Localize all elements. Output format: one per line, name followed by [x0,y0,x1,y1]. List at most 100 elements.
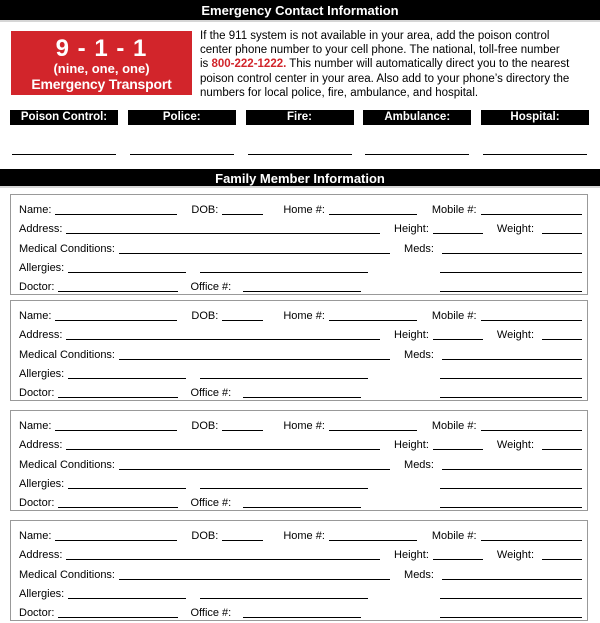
dob-label: DOB: [191,204,219,217]
dob-fill-line [222,214,264,216]
doctor-label: Doctor: [19,496,55,509]
member-row-allergies: Allergies: [19,362,582,381]
meds-label: Meds: [404,348,434,361]
doctor-label: Doctor: [19,386,55,399]
office-phone-label: Office #: [190,386,232,399]
address-label: Address: [19,439,63,452]
medical-conditions-label: Medical Conditions: [19,348,115,361]
home-phone-label: Home #: [283,310,325,323]
dob-label: DOB: [191,420,219,433]
medical-conditions-fill-line [119,468,391,470]
mobile-phone-label: Mobile #: [431,420,477,433]
address-fill-line [66,559,381,561]
mobile-phone-fill-line [480,540,582,542]
meds-extra-fill-line [440,597,582,599]
weight-fill-line [542,233,582,235]
weight-label: Weight: [496,223,534,236]
office-phone-fill-line [243,290,362,292]
poison-control-note: If the 911 system is not available in yo… [200,29,569,100]
name-label: Name: [19,204,52,217]
note-line: is 800-222-1222. This number will automa… [200,57,569,71]
height-label: Height: [394,329,429,342]
weight-fill-line [542,449,582,451]
emergency-contact-label-bars: Poison Control: Police: Fire: Ambulance:… [10,110,589,126]
member-row-name: Name: DOB: Home #: Mobile #: [19,198,582,217]
note-line: numbers for local police, fire, ambulanc… [200,86,479,99]
home-phone-fill-line [328,430,417,432]
member-row-name: Name: DOB: Home #: Mobile #: [19,524,582,543]
family-members-list: Name: DOB: Home #: Mobile #: Address: He… [0,194,600,622]
mobile-phone-label: Mobile #: [431,204,477,217]
family-member-block: Name: DOB: Home #: Mobile #: Address: He… [10,194,588,296]
home-phone-label: Home #: [283,530,325,543]
home-phone-fill-line [328,214,417,216]
member-row-doctor: Doctor: Office #: [19,275,582,294]
medical-conditions-label: Medical Conditions: [19,242,115,255]
meds-fill-line [442,578,582,580]
address-label: Address: [19,549,63,562]
member-row-address: Address: Height: Weight: [19,543,582,562]
meds-fill-line [442,252,582,254]
ambulance-fill-line [365,154,470,156]
member-row-medical: Medical Conditions: Meds: [19,562,582,581]
member-row-allergies: Allergies: [19,256,582,275]
weight-label: Weight: [496,439,534,452]
allergies-extra-fill-line [200,597,369,599]
meds-fill-line [442,358,582,360]
meds-fill-line [442,468,582,470]
poison-control-fill-line [12,154,116,156]
weight-label: Weight: [496,549,534,562]
office-phone-fill-line [243,616,362,618]
dob-fill-line [222,540,264,542]
office-phone-fill-line [243,506,362,508]
medical-conditions-label: Medical Conditions: [19,568,115,581]
dob-fill-line [222,320,264,322]
911-red-box: 9 - 1 - 1 (nine, one, one) Emergency Tra… [11,31,192,108]
note-text: This number will automatically direct yo… [286,58,570,71]
member-row-doctor: Doctor: Office #: [19,601,582,620]
intro-row: 9 - 1 - 1 (nine, one, one) Emergency Tra… [11,29,592,108]
section-header-emergency-contact: Emergency Contact Information [0,0,600,22]
weight-label: Weight: [496,329,534,342]
allergies-fill-line [68,487,187,489]
weight-fill-line [542,559,582,561]
allergies-extra-fill-line [200,271,369,273]
section-header-family-member: Family Member Information [0,169,600,189]
doctor-fill-line [58,396,179,398]
meds-extra-fill-line [440,290,582,292]
doctor-label: Doctor: [19,606,55,619]
address-label: Address: [19,223,63,236]
address-fill-line [66,449,381,451]
height-fill-line [432,339,483,341]
hospital-fill-line [483,154,587,156]
allergies-fill-line [68,597,187,599]
doctor-fill-line [58,506,179,508]
office-phone-label: Office #: [190,280,232,293]
name-fill-line [55,214,178,216]
office-phone-fill-line [243,396,362,398]
medical-conditions-fill-line [119,578,391,580]
home-phone-fill-line [328,540,417,542]
name-fill-line [55,320,178,322]
contact-label-hospital: Hospital: [481,110,589,126]
name-label: Name: [19,530,52,543]
mobile-phone-fill-line [480,214,582,216]
medical-conditions-fill-line [119,252,391,254]
doctor-fill-line [58,616,179,618]
allergies-label: Allergies: [19,587,65,600]
height-fill-line [432,559,483,561]
family-member-block: Name: DOB: Home #: Mobile #: Address: He… [10,520,588,622]
member-row-name: Name: DOB: Home #: Mobile #: [19,304,582,323]
allergies-extra-fill-line [200,487,369,489]
height-fill-line [432,233,483,235]
meds-label: Meds: [404,458,434,471]
weight-fill-line [542,339,582,341]
member-row-allergies: Allergies: [19,582,582,601]
medical-conditions-label: Medical Conditions: [19,458,115,471]
address-label: Address: [19,329,63,342]
home-phone-fill-line [328,320,417,322]
contact-label-police: Police: [127,110,236,126]
allergies-fill-line [68,271,187,273]
allergies-label: Allergies: [19,261,65,274]
allergies-extra-fill-line [200,377,369,379]
